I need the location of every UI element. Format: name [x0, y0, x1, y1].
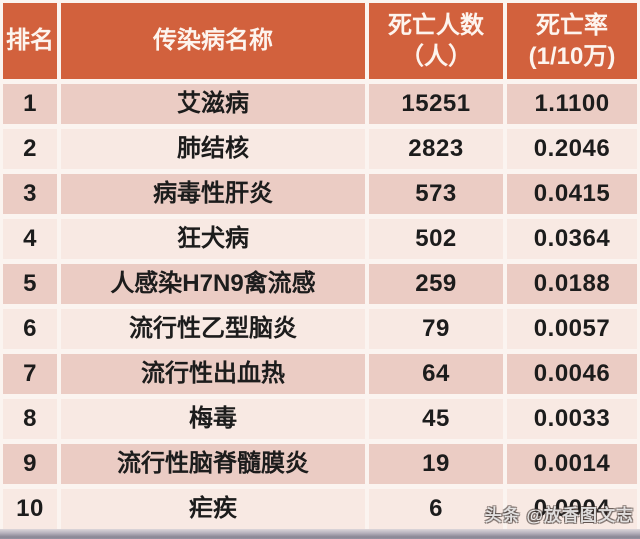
deaths-cell: 45	[369, 399, 503, 439]
rate-cell: 0.2046	[507, 129, 637, 169]
rank-cell: 8	[3, 399, 57, 439]
header-cell-rank: 排名	[3, 3, 57, 79]
rate-cell: 0.0188	[507, 264, 637, 304]
header-cell-disease-name: 传染病名称	[61, 3, 365, 79]
rate-cell: 0.0033	[507, 399, 637, 439]
rank-cell: 5	[3, 264, 57, 304]
rank-cell: 1	[3, 84, 57, 124]
disease-name-cell: 流行性乙型脑炎	[61, 309, 365, 349]
disease-name-cell: 艾滋病	[61, 84, 365, 124]
rate-cell: 0.0415	[507, 174, 637, 214]
header-deaths-label-line1: 死亡人数	[388, 11, 484, 39]
rank-cell: 4	[3, 219, 57, 259]
header-cell-rate: 死亡率 (1/10万)	[507, 3, 637, 79]
rank-cell: 7	[3, 354, 57, 394]
deaths-cell: 2823	[369, 129, 503, 169]
toutiao-watermark: 头条 @放香图文志	[484, 506, 634, 525]
deaths-cell: 19	[369, 444, 503, 484]
disease-name-cell: 梅毒	[61, 399, 365, 439]
disease-name-cell: 流行性出血热	[61, 354, 365, 394]
header-deaths-label-line2: （人）	[400, 43, 472, 70]
bottom-edge-strip	[0, 529, 640, 539]
rate-cell: 0.0014	[507, 444, 637, 484]
deaths-cell: 259	[369, 264, 503, 304]
header-rate-label-line2: (1/10万)	[528, 43, 616, 70]
deaths-cell: 573	[369, 174, 503, 214]
deaths-cell: 64	[369, 354, 503, 394]
rate-cell: 0.0046	[507, 354, 637, 394]
rank-cell: 10	[3, 489, 57, 529]
header-disease-name-label: 传染病名称	[153, 27, 273, 55]
header-cell-deaths: 死亡人数 （人）	[369, 3, 503, 79]
deaths-cell: 15251	[369, 84, 503, 124]
rank-cell: 6	[3, 309, 57, 349]
deaths-cell: 79	[369, 309, 503, 349]
rank-cell: 3	[3, 174, 57, 214]
rate-cell: 0.0004	[507, 489, 637, 529]
rank-cell: 9	[3, 444, 57, 484]
header-rank-label: 排名	[6, 27, 54, 55]
rank-cell: 2	[3, 129, 57, 169]
disease-name-cell: 流行性脑脊髓膜炎	[61, 444, 365, 484]
disease-name-cell: 人感染H7N9禽流感	[61, 264, 365, 304]
disease-name-cell: 疟疾	[61, 489, 365, 529]
disease-name-cell: 病毒性肝炎	[61, 174, 365, 214]
deaths-cell: 502	[369, 219, 503, 259]
header-rate-label-line1: 死亡率	[536, 11, 608, 39]
disease-name-cell: 狂犬病	[61, 219, 365, 259]
rate-cell: 0.0057	[507, 309, 637, 349]
disease-name-cell: 肺结核	[61, 129, 365, 169]
rate-cell: 0.0364	[507, 219, 637, 259]
rate-cell: 1.1100	[507, 84, 637, 124]
deaths-cell: 6	[369, 489, 503, 529]
